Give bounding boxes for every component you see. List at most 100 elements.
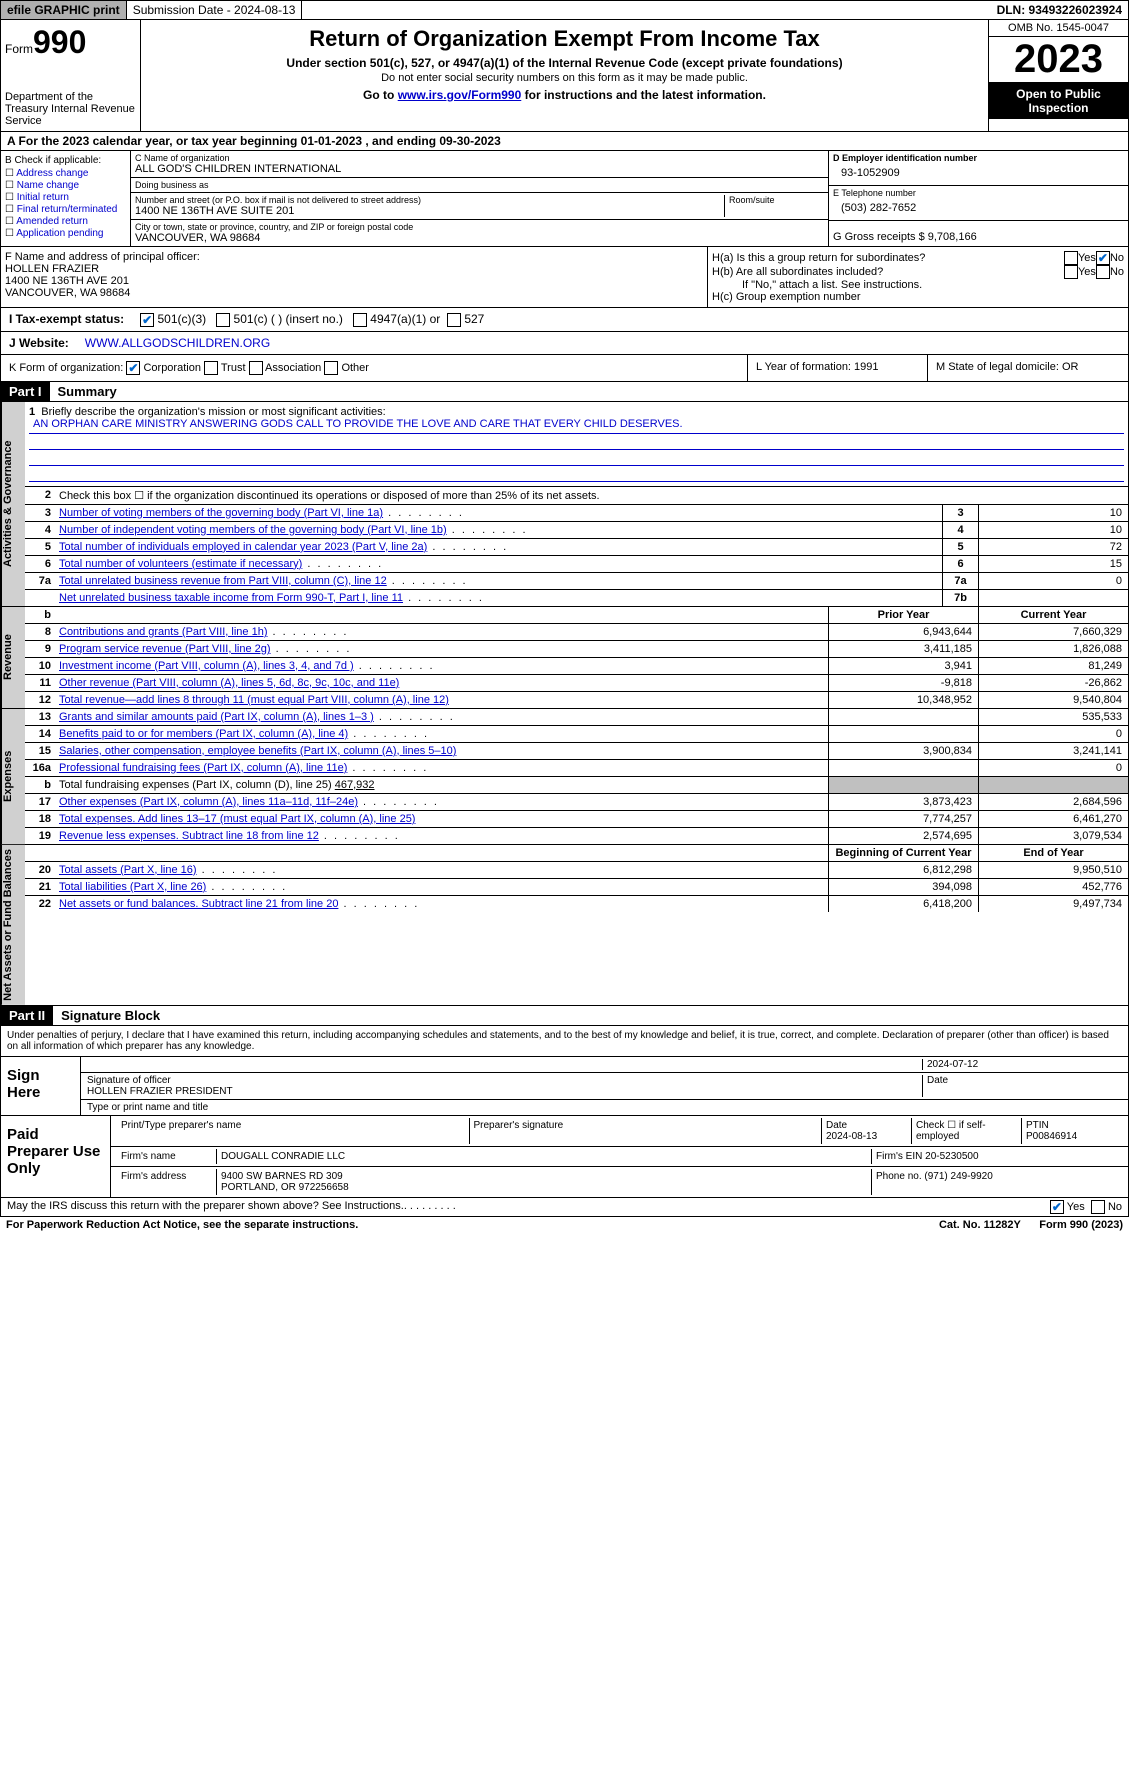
officer-addr1: 1400 NE 136TH AVE 201 [5,275,703,287]
col-c: C Name of organizationALL GOD'S CHILDREN… [131,151,828,246]
ha-no-check[interactable]: ✔ [1096,251,1110,265]
prep-sig-label: Preparer's signature [470,1118,823,1144]
efile-label: efile GRAPHIC print [1,1,127,19]
q5[interactable]: Total number of individuals employed in … [59,541,427,553]
ha-label: H(a) Is this a group return for subordin… [712,252,1064,264]
q8[interactable]: Contributions and grants (Part VIII, lin… [59,626,268,638]
form-title: Return of Organization Exempt From Incom… [147,26,982,52]
check-trust[interactable] [204,361,218,375]
firm-name: DOUGALL CONRADIE LLC [217,1149,872,1164]
q7b[interactable]: Net unrelated business taxable income fr… [59,592,403,604]
footer-row: For Paperwork Reduction Act Notice, see … [0,1217,1129,1233]
firm-addr: 9400 SW BARNES RD 309 [221,1171,343,1182]
paid-preparer-label: Paid Preparer Use Only [1,1116,111,1197]
check-amended-return[interactable]: Amended return [5,216,126,227]
q7a[interactable]: Total unrelated business revenue from Pa… [59,575,387,587]
q18[interactable]: Total expenses. Add lines 13–17 (must eq… [59,813,415,825]
q10[interactable]: Investment income (Part VIII, column (A)… [59,660,354,672]
vtab-net-assets: Net Assets or Fund Balances [1,845,25,1005]
q16a[interactable]: Professional fundraising fees (Part IX, … [59,762,347,774]
q9[interactable]: Program service revenue (Part VIII, line… [59,643,271,655]
hb-yes-check[interactable] [1064,265,1078,279]
part-1-header: Part ISummary [0,382,1129,402]
q12[interactable]: Total revenue—add lines 8 through 11 (mu… [59,694,449,706]
officer-name: HOLLEN FRAZIER [5,263,703,275]
top-bar: efile GRAPHIC print Submission Date - 20… [0,0,1129,20]
v4: 10 [978,522,1128,538]
hb-no-check[interactable] [1096,265,1110,279]
q11[interactable]: Other revenue (Part VIII, column (A), li… [59,677,399,689]
v5: 72 [978,539,1128,555]
q3[interactable]: Number of voting members of the governin… [59,507,383,519]
check-final-return[interactable]: Final return/terminated [5,204,126,215]
q22[interactable]: Net assets or fund balances. Subtract li… [59,898,338,910]
ein-label: D Employer identification number [833,153,1124,163]
discuss-no-check[interactable] [1091,1200,1105,1214]
check-assoc[interactable] [249,361,263,375]
check-501c3[interactable]: ✔ [140,313,154,327]
check-other[interactable] [324,361,338,375]
subtitle-1: Under section 501(c), 527, or 4947(a)(1)… [147,56,982,70]
subtitle-2: Do not enter social security numbers on … [147,72,982,84]
firm-addr-label: Firm's address [117,1169,217,1195]
website-link[interactable]: WWW.ALLGODSCHILDREN.ORG [85,336,270,350]
q13[interactable]: Grants and similar amounts paid (Part IX… [59,711,374,723]
vtab-revenue: Revenue [1,607,25,708]
v7b [978,590,1128,606]
q19[interactable]: Revenue less expenses. Subtract line 18 … [59,830,319,842]
q6[interactable]: Total number of volunteers (estimate if … [59,558,302,570]
hb-label: H(b) Are all subordinates included? [712,266,1064,278]
q20[interactable]: Total assets (Part X, line 16) [59,864,197,876]
room-label: Room/suite [729,195,824,205]
q14[interactable]: Benefits paid to or for members (Part IX… [59,728,348,740]
current-year-hdr: Current Year [978,607,1128,623]
check-application-pending[interactable]: Application pending [5,228,126,239]
end-year-hdr: End of Year [978,845,1128,861]
check-initial-return[interactable]: Initial return [5,192,126,203]
header-right: OMB No. 1545-0047 2023 Open to Public In… [988,20,1128,131]
state-domicile: M State of legal domicile: OR [928,355,1128,381]
section-a: A For the 2023 calendar year, or tax yea… [0,132,1129,151]
paperwork-notice: For Paperwork Reduction Act Notice, see … [6,1219,358,1231]
check-4947[interactable] [353,313,367,327]
hc-label: H(c) Group exemption number [712,291,1124,303]
self-employed-check[interactable]: Check ☐ if self-employed [912,1118,1022,1144]
row-fh: F Name and address of principal officer:… [0,247,1129,308]
col-b: B Check if applicable: Address change Na… [1,151,131,246]
header-left: Form990 Department of the Treasury Inter… [1,20,141,131]
city-label: City or town, state or province, country… [135,222,824,232]
check-527[interactable] [447,313,461,327]
ptin: P00846914 [1026,1131,1077,1142]
form-of-org: K Form of organization: ✔ Corporation Tr… [1,355,748,381]
dba-label: Doing business as [135,180,824,190]
q15[interactable]: Salaries, other compensation, employee b… [59,745,456,757]
form-number: 990 [33,24,86,60]
begin-year-hdr: Beginning of Current Year [828,845,978,861]
main-info-grid: B Check if applicable: Address change Na… [0,151,1129,247]
firm-city: PORTLAND, OR 972256658 [221,1182,349,1193]
discuss-yes-check[interactable]: ✔ [1050,1200,1064,1214]
tax-exempt-label: I Tax-exempt status: [1,308,132,331]
website-label: J Website: [1,332,77,354]
ein: 93-1052909 [833,163,1124,183]
q16b: Total fundraising expenses (Part IX, col… [59,779,335,791]
check-501c[interactable] [216,313,230,327]
q17[interactable]: Other expenses (Part IX, column (A), lin… [59,796,358,808]
expenses-section: Expenses 13Grants and similar amounts pa… [0,709,1129,845]
check-corp[interactable]: ✔ [126,361,140,375]
date-label: Date [922,1075,1122,1097]
check-address-change[interactable]: Address change [5,168,126,179]
check-name-change[interactable]: Name change [5,180,126,191]
sign-here-label: Sign Here [1,1057,81,1115]
omb-number: OMB No. 1545-0047 [989,20,1128,37]
vtab-expenses: Expenses [1,709,25,844]
ha-yes-check[interactable] [1064,251,1078,265]
q4[interactable]: Number of independent voting members of … [59,524,447,536]
hb-note: If "No," attach a list. See instructions… [712,279,1124,291]
col-de: D Employer identification number93-10529… [828,151,1128,246]
irs-link[interactable]: www.irs.gov/Form990 [398,88,522,102]
q1: Briefly describe the organization's miss… [41,406,385,418]
q21[interactable]: Total liabilities (Part X, line 26) [59,881,206,893]
v7a: 0 [978,573,1128,589]
discuss-row: May the IRS discuss this return with the… [0,1198,1129,1217]
